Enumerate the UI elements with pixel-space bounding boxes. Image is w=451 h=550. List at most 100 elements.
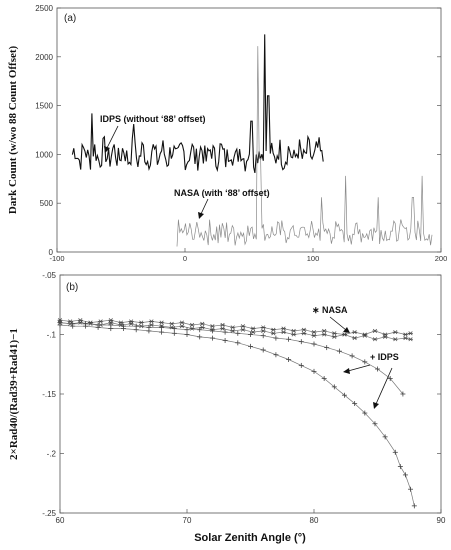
x-tick-label: 60 [56, 516, 65, 525]
marker-stroke [200, 325, 205, 330]
asterisk-marker [392, 330, 398, 335]
plus-marker [57, 322, 63, 328]
panel-a-label: (a) [64, 13, 76, 24]
idps-series-label: IDPS (without ‘88’ offset) [100, 114, 206, 124]
asterisk-marker [138, 320, 144, 325]
plus-marker [273, 352, 279, 358]
plus-marker [372, 421, 378, 427]
plus-marker [121, 326, 126, 332]
y-tick-label: 1500 [35, 102, 53, 111]
x-tick-label: 200 [435, 254, 448, 263]
marker-stroke [190, 322, 195, 328]
plus-marker [260, 347, 266, 353]
marker-stroke [383, 334, 388, 339]
plus-marker [311, 368, 317, 374]
asterisk-marker [199, 321, 205, 326]
asterisk-marker [179, 320, 185, 325]
nasa-legend-label: ∗ NASA [312, 305, 348, 315]
y-tick-label: -.25 [42, 509, 56, 518]
asterisk-marker [362, 333, 368, 338]
plus-marker [197, 334, 203, 340]
marker-stroke [210, 324, 215, 329]
asterisk-marker [408, 337, 414, 342]
asterisk-marker [270, 331, 276, 336]
plus-marker [82, 323, 88, 329]
plus-marker [298, 339, 304, 345]
asterisk-marker [108, 318, 114, 323]
asterisk-marker [341, 332, 347, 337]
marker-stroke [149, 319, 154, 324]
plus-marker [324, 345, 330, 351]
plus-marker [311, 341, 317, 347]
panel-b-xticks: 60 70 80 90 [56, 509, 446, 525]
idps-legend-arrow-head-2 [373, 402, 379, 409]
panel-a-xticks: -100 0 100 200 [49, 248, 447, 263]
marker-stroke [332, 331, 337, 336]
plus-marker [248, 332, 253, 337]
asterisk-marker [301, 331, 307, 336]
plus-marker [184, 327, 190, 333]
plus-marker [349, 353, 355, 359]
plus-marker [321, 376, 327, 382]
y-tick-label: 0 [49, 248, 54, 257]
plus-marker [248, 343, 253, 349]
marker-stroke [88, 321, 93, 326]
asterisk-marker [250, 326, 256, 331]
marker-stroke [403, 332, 408, 337]
panel-a-yticks: 0 500 1000 1500 2000 2500 [35, 4, 441, 257]
plus-marker [108, 326, 114, 332]
plus-marker [331, 384, 337, 390]
marker-stroke [220, 322, 225, 328]
asterisk-marker [159, 320, 165, 325]
marker-stroke [403, 336, 408, 341]
series-line [59, 322, 404, 395]
marker-stroke [139, 320, 144, 325]
asterisk-marker [260, 328, 266, 333]
plus-marker [209, 335, 215, 341]
asterisk-marker [179, 324, 185, 329]
asterisk-marker [98, 319, 104, 324]
panel-a: (a) Dark Count (w/wo 88 Count Offset) 0 5… [7, 4, 447, 263]
series-line [59, 324, 415, 506]
plus-marker [402, 472, 408, 478]
marker-stroke [169, 321, 174, 326]
panel-b: (b) 2×Rad40/(Rad39+Rad41)−1 Solar Zenith… [8, 271, 446, 544]
plus-marker [222, 329, 228, 335]
marker-stroke [230, 328, 235, 333]
asterisk-marker [270, 327, 276, 332]
marker-stroke [301, 327, 306, 332]
marker-stroke [271, 327, 276, 332]
asterisk-marker [118, 320, 124, 325]
y-tick-label: -.15 [42, 390, 56, 399]
asterisk-marker [311, 333, 317, 338]
plus-marker [411, 503, 417, 509]
marker-stroke [311, 330, 317, 335]
marker-stroke [281, 326, 286, 331]
marker-stroke [311, 333, 317, 338]
plus-marker [146, 328, 152, 334]
asterisk-marker [148, 322, 154, 328]
asterisk-marker [240, 324, 246, 329]
asterisk-marker [199, 325, 205, 330]
nasa-dark-count-line [176, 46, 433, 247]
plus-marker [286, 356, 292, 362]
plus-marker [222, 337, 228, 343]
marker-stroke [250, 330, 256, 335]
asterisk-marker [260, 325, 266, 330]
asterisk-marker [240, 327, 246, 332]
asterisk-marker [372, 328, 378, 333]
y-tick-label: 2500 [35, 4, 53, 13]
panel-b-ylabel: 2×Rad40/(Rad39+Rad41)−1 [8, 328, 20, 460]
x-tick-label: 70 [183, 516, 192, 525]
y-tick-label: -.1 [47, 331, 57, 340]
asterisk-marker [301, 327, 307, 332]
idps-arrow-head [104, 146, 110, 153]
x-tick-label: 90 [437, 516, 446, 525]
marker-stroke [159, 320, 164, 325]
plus-marker [273, 335, 279, 341]
marker-stroke [200, 321, 205, 326]
marker-stroke [372, 337, 378, 342]
plus-marker [70, 323, 76, 329]
plus-marker [133, 327, 139, 333]
y-tick-label: 1000 [35, 150, 53, 159]
